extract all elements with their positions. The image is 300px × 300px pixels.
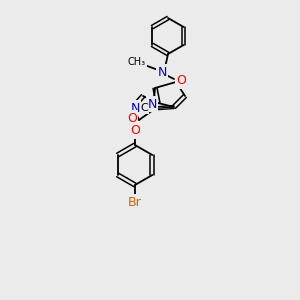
Text: N: N bbox=[130, 101, 140, 115]
Text: N: N bbox=[157, 65, 167, 79]
Text: C: C bbox=[140, 103, 148, 113]
Text: O: O bbox=[176, 74, 186, 88]
Text: O: O bbox=[130, 124, 140, 137]
Text: CH₃: CH₃ bbox=[128, 57, 146, 67]
Text: N: N bbox=[147, 98, 157, 110]
Text: Br: Br bbox=[128, 196, 142, 208]
Text: O: O bbox=[127, 112, 137, 124]
